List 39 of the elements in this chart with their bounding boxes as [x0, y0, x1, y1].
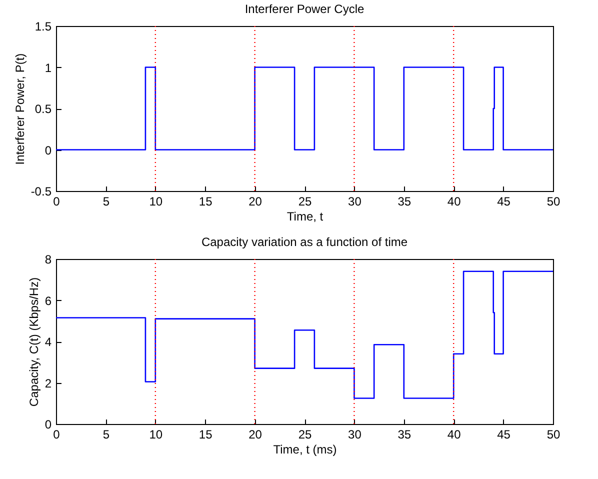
x-tick-label: 5 [102, 194, 110, 208]
y-tick-label: 1.5 [34, 20, 52, 34]
x-tick-label: 50 [546, 194, 560, 208]
chart-title: Interferer Power Cycle [244, 2, 365, 16]
x-tick-label: 0 [53, 194, 60, 208]
y-tick-label: 6 [44, 294, 52, 308]
x-tick-label: 45 [497, 194, 511, 208]
x-tick-label: 30 [348, 194, 362, 208]
line-series [55, 270, 554, 399]
y-tick-label: 0 [44, 418, 52, 432]
y-tick-label: 0.5 [34, 102, 52, 116]
x-tick-label: 20 [248, 428, 262, 442]
x-tick-label: 5 [102, 428, 110, 442]
y-tick-label: 2 [44, 376, 52, 390]
y-tick-label: 1 [44, 60, 52, 75]
y-tick-label: 4 [44, 335, 52, 349]
x-tick-label: 30 [348, 428, 362, 442]
x-tick-label: 40 [447, 428, 462, 442]
x-tick-label: 35 [398, 428, 412, 442]
y-tick-label: 0 [44, 143, 52, 158]
x-tick-label: 0 [53, 428, 60, 442]
x-tick-label: 15 [198, 428, 213, 442]
x-tick-label: 35 [398, 194, 412, 208]
x-tick-label: 50 [546, 428, 560, 442]
y-axis-title: Interferer Power, P(t) [12, 53, 27, 165]
y-tick-label: 8 [44, 252, 52, 266]
y-axis-title: Capacity, C(t) (Kbps/Hz) [26, 277, 41, 407]
x-tick-label: 15 [198, 194, 213, 208]
x-tick-label: 10 [149, 194, 163, 208]
x-axis-title: Time, t [286, 210, 324, 224]
chart-title: Capacity variation as a function of time [201, 235, 408, 249]
x-tick-label: 10 [149, 428, 163, 442]
x-tick-label: 45 [497, 428, 511, 442]
x-tick-label: 25 [298, 428, 312, 442]
x-tick-label: 25 [298, 194, 312, 208]
y-tick-label: -0.5 [30, 184, 52, 198]
x-tick-label: 40 [447, 194, 462, 208]
x-tick-label: 20 [248, 194, 262, 208]
x-axis-title: Time, t (ms) [273, 442, 337, 456]
